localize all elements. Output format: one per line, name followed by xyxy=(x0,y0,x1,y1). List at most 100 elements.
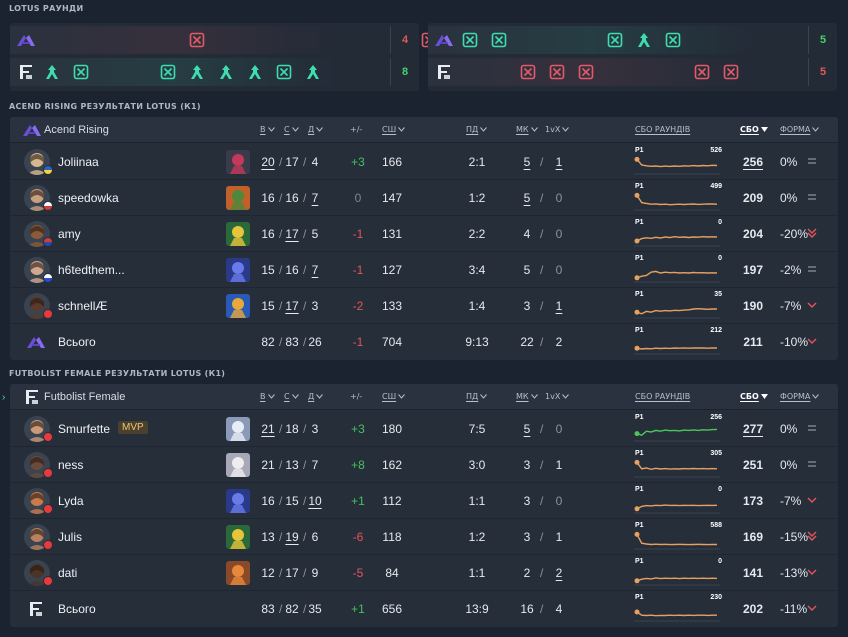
col-header-mk[interactable]: МК xyxy=(516,125,538,134)
stat-separator: / xyxy=(540,494,544,508)
stat-separator: / xyxy=(303,422,307,436)
col-header-pm[interactable]: +/- xyxy=(350,392,362,401)
col-header-clutch[interactable]: 1vX xyxy=(545,125,570,134)
col-header-a[interactable]: Д xyxy=(308,125,324,134)
multikills-value: 5 xyxy=(523,263,531,277)
agent-blue-icon xyxy=(226,489,250,513)
player-name[interactable]: h6tedthem... xyxy=(58,263,125,277)
form-value: 0% xyxy=(780,191,798,205)
player-name[interactable]: amy xyxy=(58,227,81,241)
col-header-acs[interactable]: СШ xyxy=(382,392,406,401)
col-header-mk[interactable]: МК xyxy=(516,392,538,401)
stat-separator: / xyxy=(279,422,283,436)
sparkline-label: P1 xyxy=(635,183,644,190)
player-row[interactable]: speedowka 16/16/7 0 147 1:2 5/0 P1 499 209 0% xyxy=(10,180,838,216)
stat-separator: / xyxy=(279,263,283,277)
acs-value: 84 xyxy=(385,566,399,580)
player-avatar[interactable] xyxy=(24,416,50,442)
deaths-value: 17 xyxy=(285,299,299,313)
flag-tr-icon xyxy=(43,309,53,319)
acs-value: 704 xyxy=(381,335,403,349)
round-rating-sparkline[interactable]: P1 256 xyxy=(634,414,722,444)
deaths-value: 15 xyxy=(285,494,299,508)
chevron-down-icon xyxy=(530,392,538,401)
chevron-down-icon xyxy=(267,125,275,134)
col-header-form[interactable]: ФОРМА xyxy=(780,392,820,401)
round-rating-sparkline[interactable]: P1 526 xyxy=(634,147,722,177)
player-row[interactable]: schnellÆ 15/17/3 -2 133 1:4 3/1 P1 35 190 -7% xyxy=(10,288,838,324)
round-rating-sparkline[interactable]: P1 35 xyxy=(634,291,722,321)
assists-value: 10 xyxy=(308,494,322,508)
col-header-a[interactable]: Д xyxy=(308,392,324,401)
player-name[interactable]: Joliinaa xyxy=(58,155,99,169)
col-header-graph[interactable]: СБО РАУНДІВ xyxy=(635,125,690,134)
player-row[interactable]: Lyda 16/15/10 +1 112 1:1 3/0 P1 0 173 -7% xyxy=(10,483,838,519)
player-name[interactable]: dati xyxy=(58,566,78,580)
player-avatar[interactable] xyxy=(24,452,50,478)
round-score: 8 xyxy=(401,66,409,78)
player-row[interactable]: Smurfette MVP 21/18/3 +3 180 7:5 5/0 P1 256 277 0% xyxy=(10,411,838,447)
round-rating-sparkline[interactable]: P1 0 xyxy=(634,486,722,516)
equal-icon xyxy=(806,421,818,435)
round-rating-sparkline[interactable]: P1 499 xyxy=(634,183,722,213)
col-header-graph[interactable]: СБО РАУНДІВ xyxy=(635,392,690,401)
chevron-down-icon xyxy=(562,125,570,134)
col-header-k[interactable]: В xyxy=(260,392,275,401)
col-header-d[interactable]: С xyxy=(284,392,299,401)
clutches-value: 1 xyxy=(555,530,563,544)
player-avatar[interactable] xyxy=(24,524,50,550)
stat-separator: / xyxy=(540,602,544,616)
round-rating-sparkline[interactable]: P1 588 xyxy=(634,522,722,552)
sbo-rating-value: 256 xyxy=(742,155,764,169)
col-header-sbo[interactable]: СБО xyxy=(740,125,768,134)
col-header-pm[interactable]: +/- xyxy=(350,125,362,134)
form-value: -13% xyxy=(780,566,809,580)
player-row[interactable]: dati 12/17/9 -5 84 1:1 2/2 P1 0 141 -13% xyxy=(10,555,838,591)
player-row[interactable]: Julis 13/19/6 -6 118 1:2 3/1 P1 588 169 -15% xyxy=(10,519,838,555)
defuse-round-icon xyxy=(305,64,321,80)
round-rating-sparkline[interactable]: P1 0 xyxy=(634,558,722,588)
total-row: Всього 82/83/26 -1 704 9:13 22/2 P1 212 211 -10% xyxy=(10,324,838,360)
player-row[interactable]: ness 21/13/7 +8 162 3:0 3/1 P1 305 251 0% xyxy=(10,447,838,483)
sparkline-max: 230 xyxy=(710,594,722,601)
sbo-rating-value: 169 xyxy=(742,530,764,544)
sparkline-max: 0 xyxy=(718,486,722,493)
col-header-fkfd[interactable]: ПД xyxy=(466,392,488,401)
col-header-label: СБО РАУНДІВ xyxy=(635,125,691,134)
player-row[interactable]: h6tedthem... 15/16/7 -1 127 3:4 5/0 P1 0 197 -2% xyxy=(10,252,838,288)
stat-separator: / xyxy=(303,155,307,169)
chevron-down-icon xyxy=(398,125,406,134)
col-header-form[interactable]: ФОРМА xyxy=(780,125,820,134)
down-icon xyxy=(806,601,818,615)
sbo-rating-value: 173 xyxy=(742,494,764,508)
player-name[interactable]: schnellÆ xyxy=(58,299,108,313)
round-rating-sparkline[interactable]: P1 0 xyxy=(634,255,722,285)
multikills-value: 5 xyxy=(523,155,531,169)
sort-active-down-icon xyxy=(760,392,768,401)
round-rating-sparkline[interactable]: P1 230 xyxy=(634,594,722,624)
kills-value: 21 xyxy=(261,422,275,436)
first-kills-deaths-value: 13:9 xyxy=(465,602,489,616)
col-header-acs[interactable]: СШ xyxy=(382,125,406,134)
col-header-d[interactable]: С xyxy=(284,125,299,134)
deaths-value: 17 xyxy=(285,155,299,169)
round-rating-sparkline[interactable]: P1 212 xyxy=(634,327,722,357)
player-name[interactable]: speedowka xyxy=(58,191,119,205)
stat-separator: / xyxy=(303,335,307,349)
col-header-fkfd[interactable]: ПД xyxy=(466,125,488,134)
player-name[interactable]: Smurfette xyxy=(58,422,111,436)
player-row[interactable]: amy 16/17/5 -1 131 2:2 4/0 P1 0 204 -20% xyxy=(10,216,838,252)
round-rating-sparkline[interactable]: P1 0 xyxy=(634,219,722,249)
elimination-round-icon xyxy=(520,64,536,80)
round-rating-sparkline[interactable]: P1 305 xyxy=(634,450,722,480)
col-header-k[interactable]: В xyxy=(260,125,275,134)
player-name[interactable]: Lyda xyxy=(58,494,84,508)
player-name[interactable]: ness xyxy=(58,458,84,472)
defuse-round-icon xyxy=(44,64,60,80)
col-header-clutch[interactable]: 1vX xyxy=(545,392,570,401)
player-name[interactable]: Julis xyxy=(58,530,83,544)
acs-value: 118 xyxy=(382,530,402,544)
col-header-sbo[interactable]: СБО xyxy=(740,392,768,401)
player-row[interactable]: Joliinaa 20/17/4 +3 166 2:1 5/1 P1 526 256 0% xyxy=(10,144,838,180)
expand-chevron-icon[interactable]: › xyxy=(2,392,6,403)
